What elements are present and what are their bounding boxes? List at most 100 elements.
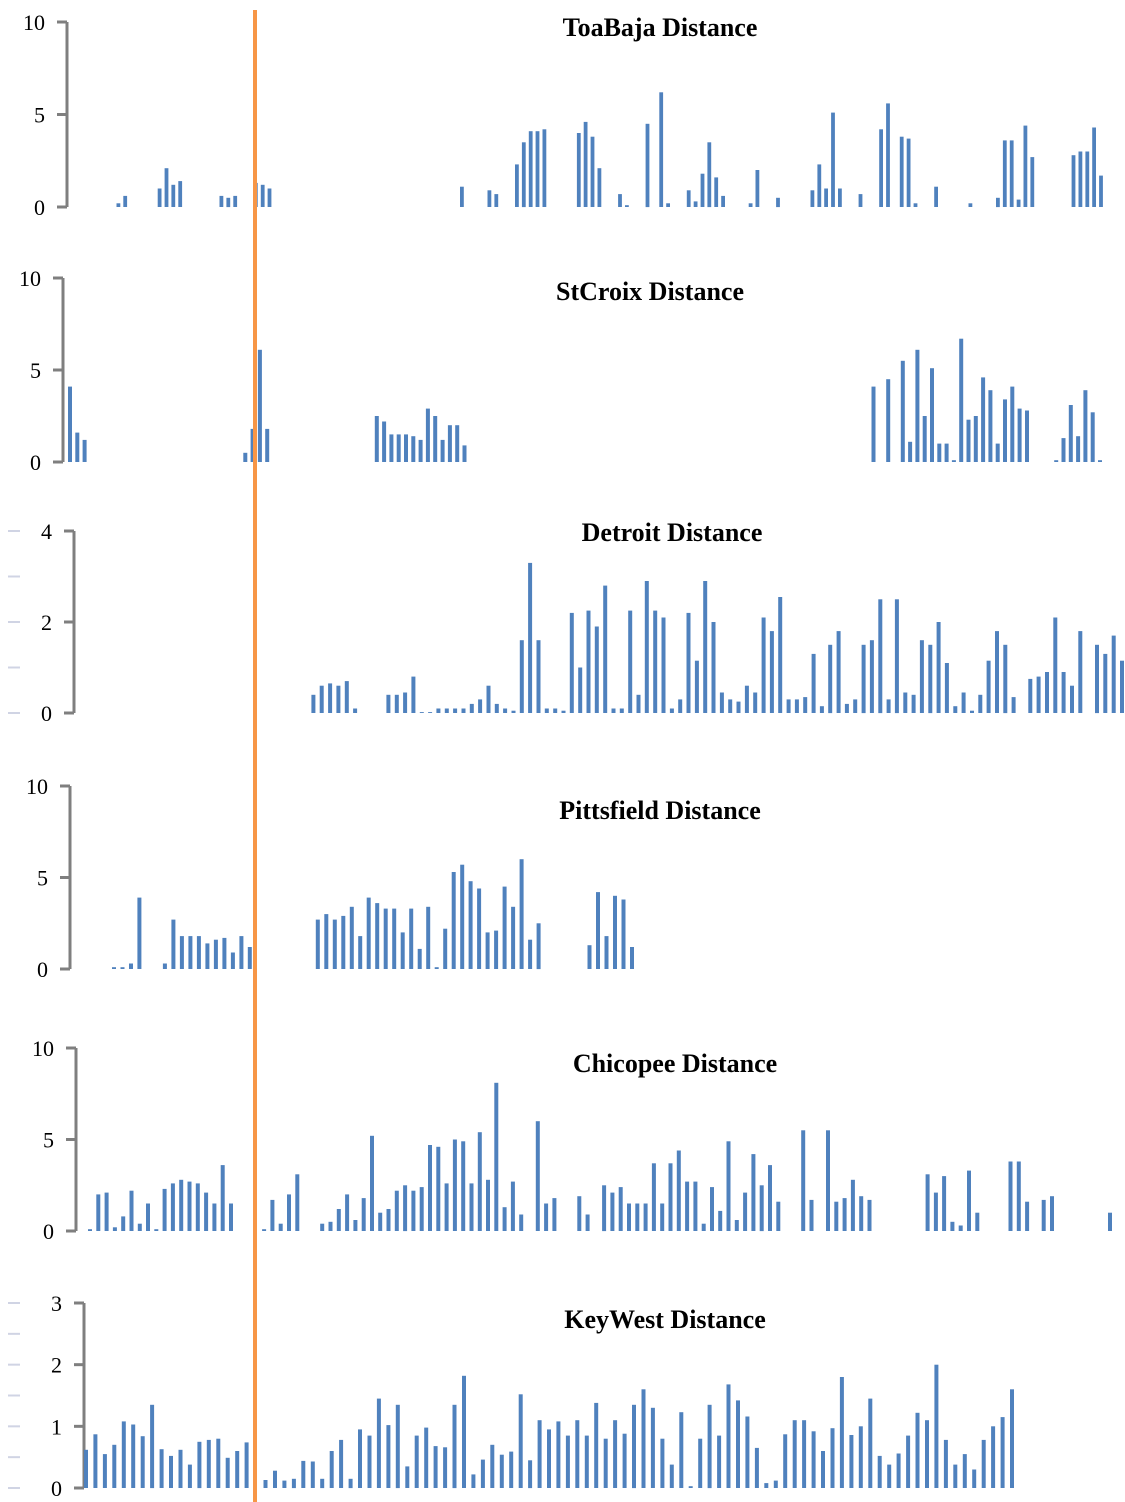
bar <box>244 1442 249 1488</box>
bar <box>1061 438 1066 462</box>
bar <box>1054 460 1059 462</box>
bar <box>577 1196 582 1231</box>
bar <box>972 1469 977 1488</box>
bar <box>250 428 255 462</box>
bar <box>660 1438 665 1488</box>
bar <box>933 1192 938 1231</box>
bar <box>552 1198 557 1231</box>
bar <box>345 1194 350 1231</box>
bar <box>831 112 835 207</box>
y-tick-label: 0 <box>30 450 41 475</box>
bar <box>618 1187 623 1231</box>
bar <box>717 1435 722 1488</box>
bar <box>487 190 492 207</box>
bar <box>257 349 262 462</box>
bar <box>937 443 942 462</box>
bar <box>471 1474 476 1488</box>
bar <box>499 1454 504 1488</box>
bar <box>996 197 1000 208</box>
bar <box>386 1209 391 1231</box>
bar <box>668 1163 673 1231</box>
y-tick-label: 2 <box>51 1353 62 1378</box>
bar <box>425 408 430 462</box>
bar <box>519 640 524 713</box>
bar <box>426 906 431 969</box>
bar <box>693 201 698 207</box>
bar <box>942 1176 947 1231</box>
bar <box>981 377 986 462</box>
bar <box>703 581 708 713</box>
bar <box>744 685 749 713</box>
bar <box>809 1199 814 1231</box>
bar <box>636 694 641 713</box>
bar <box>943 1439 948 1488</box>
bar <box>786 699 791 713</box>
bar <box>509 1451 514 1488</box>
bar <box>575 1420 580 1488</box>
bar <box>82 439 87 462</box>
bar <box>693 1181 698 1231</box>
chart-title: Chicopee Distance <box>573 1049 777 1078</box>
bar <box>419 712 424 713</box>
bar <box>440 439 445 462</box>
bar <box>178 181 183 207</box>
bar <box>521 142 526 208</box>
bar <box>761 617 766 713</box>
bar <box>291 1478 296 1489</box>
bar <box>536 923 541 970</box>
bar <box>986 660 991 713</box>
bar <box>366 897 371 969</box>
bar <box>991 1426 996 1488</box>
bar <box>428 712 433 713</box>
bar <box>802 1420 807 1488</box>
bar <box>734 1220 739 1231</box>
bar <box>358 1429 362 1488</box>
bar <box>817 164 822 207</box>
bar <box>164 168 169 207</box>
bar <box>868 1398 873 1488</box>
bar <box>400 932 405 969</box>
bar <box>792 1420 797 1488</box>
bar <box>886 699 891 713</box>
bar <box>853 699 858 713</box>
y-tick-label: 10 <box>26 774 48 799</box>
bar <box>519 1214 524 1231</box>
bar <box>547 1429 551 1488</box>
bar <box>344 681 349 713</box>
bar <box>776 1201 781 1231</box>
bar <box>511 906 516 969</box>
bar <box>212 1203 217 1231</box>
bar <box>1028 678 1033 713</box>
bar <box>953 706 958 713</box>
bar <box>1045 672 1049 713</box>
bar <box>154 1229 159 1231</box>
bar <box>896 1453 901 1488</box>
bar <box>613 895 617 969</box>
bar <box>358 936 363 969</box>
bar <box>584 1435 589 1488</box>
bar <box>485 932 490 969</box>
bar <box>728 699 733 713</box>
bar <box>714 177 719 207</box>
bar <box>225 1457 230 1488</box>
bar <box>461 708 466 713</box>
bar <box>162 1188 167 1231</box>
bar <box>239 936 244 969</box>
bar <box>1011 697 1016 713</box>
bar <box>627 1203 631 1231</box>
bar <box>951 460 956 462</box>
bar <box>220 1165 225 1231</box>
bar <box>594 1402 599 1488</box>
bar <box>1036 676 1041 713</box>
bar <box>96 1194 101 1231</box>
bar <box>247 947 252 969</box>
bar <box>171 919 176 969</box>
bar <box>643 1203 648 1231</box>
bar <box>679 1412 684 1488</box>
bar <box>869 640 874 713</box>
bar <box>1010 386 1015 462</box>
bar <box>376 1398 381 1488</box>
bar <box>460 864 465 969</box>
chart-panel-1: 0 5 10 StCroix Distance <box>19 266 1102 475</box>
bar <box>477 1132 482 1231</box>
